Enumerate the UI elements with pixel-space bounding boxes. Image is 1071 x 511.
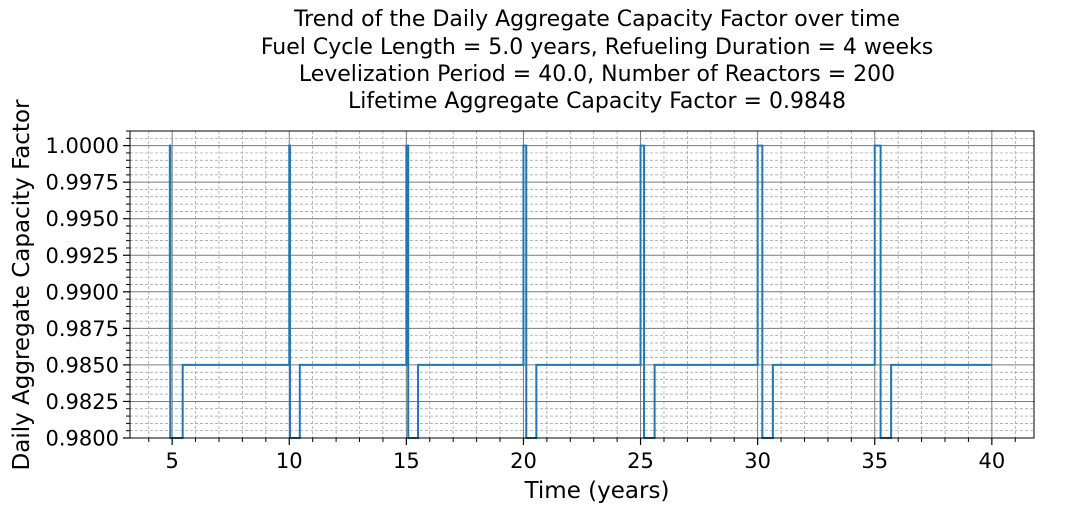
y-tick-label: 0.9900 — [46, 280, 119, 304]
x-tick-label: 35 — [861, 449, 888, 473]
x-axis-label: Time (years) — [524, 478, 670, 504]
x-tick-label: 25 — [627, 449, 654, 473]
y-tick-label: 0.9950 — [46, 207, 119, 231]
chart-title-line-2: Fuel Cycle Length = 5.0 years, Refueling… — [260, 35, 934, 60]
y-tick-label: 0.9975 — [46, 171, 119, 195]
x-tick-label: 10 — [276, 449, 303, 473]
chart-title-line-4: Lifetime Aggregate Capacity Factor = 0.9… — [348, 89, 846, 114]
y-tick-label: 0.9875 — [46, 317, 119, 341]
y-axis-label: Daily Aggregate Capacity Factor — [9, 99, 35, 470]
chart-title-line-3: Levelization Period = 40.0, Number of Re… — [298, 62, 896, 87]
x-tick-label: 40 — [978, 449, 1005, 473]
y-tick-label: 0.9800 — [46, 427, 119, 451]
axis-ticks — [123, 130, 1016, 445]
x-tick-labels: 5 10 15 20 25 30 35 40 — [165, 449, 1005, 473]
y-tick-label: 0.9825 — [46, 390, 119, 414]
y-tick-labels: 0.9800 0.9825 0.9850 0.9875 0.9900 0.9925 0.99… — [46, 134, 119, 450]
y-tick-label: 0.9925 — [46, 244, 119, 268]
x-tick-label: 5 — [165, 449, 178, 473]
x-tick-label: 15 — [393, 449, 420, 473]
chart-title-line-1: Trend of the Daily Aggregate Capacity Fa… — [293, 7, 901, 32]
y-tick-label: 1.0000 — [46, 134, 119, 158]
y-tick-label: 0.9850 — [46, 353, 119, 377]
minor-grid — [130, 130, 1034, 438]
x-tick-label: 20 — [510, 449, 537, 473]
x-tick-label: 30 — [744, 449, 771, 473]
